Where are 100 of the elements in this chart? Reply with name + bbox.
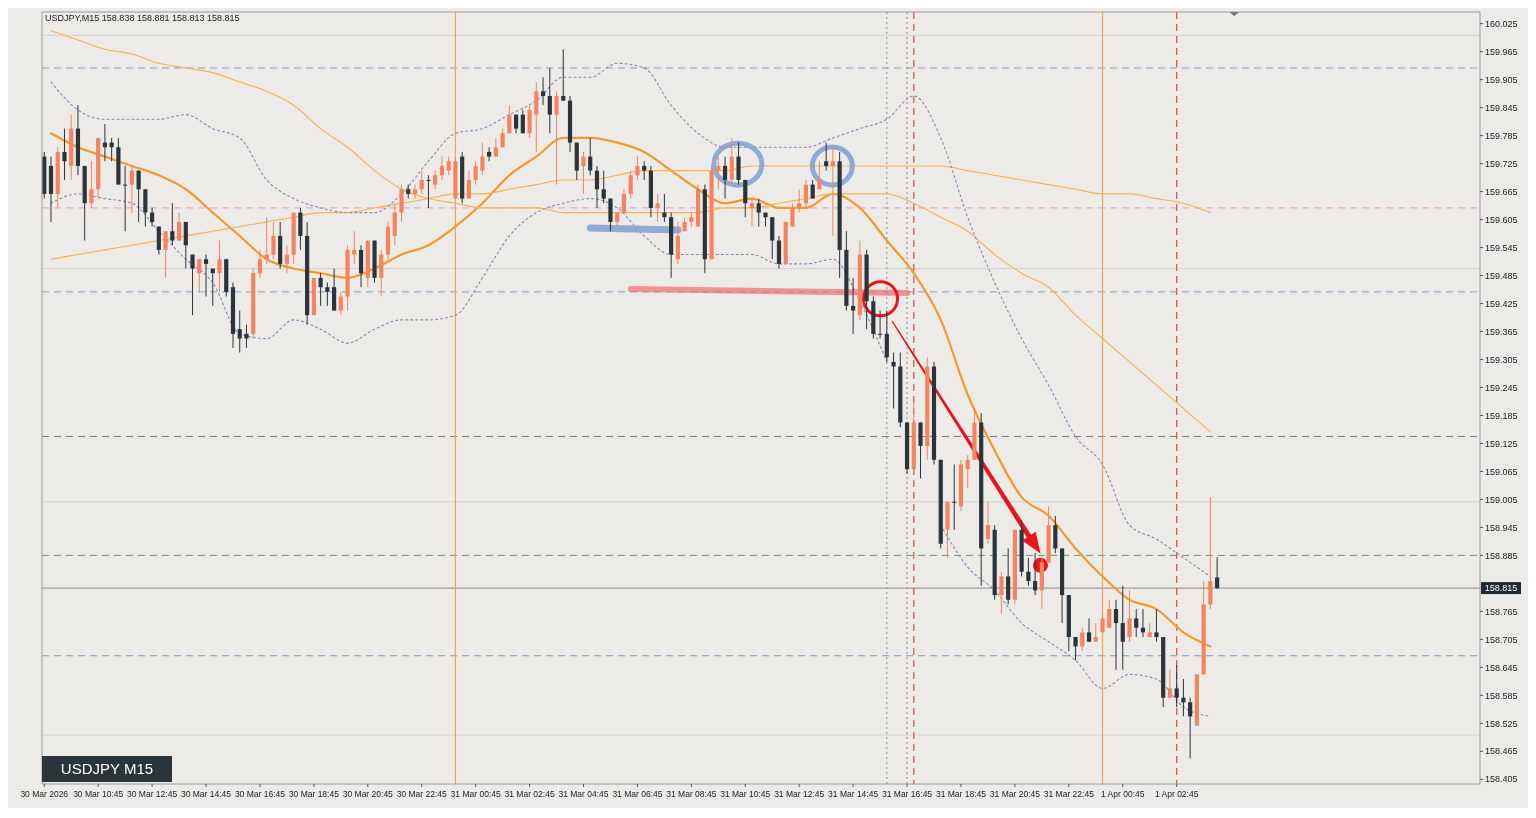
candlestick [493, 137, 498, 158]
candlestick [271, 221, 276, 260]
y-tick-label: 159.065 [1485, 466, 1518, 477]
x-tick-label: 31 Mar 02:45 [504, 789, 555, 799]
candlestick [1026, 557, 1031, 587]
candlestick [561, 48, 566, 102]
candlestick [554, 90, 559, 186]
y-tick-label: 159.365 [1485, 326, 1518, 337]
candlestick [183, 221, 188, 270]
candlestick [1215, 556, 1220, 590]
candlestick [352, 230, 357, 265]
candlestick [999, 571, 1004, 615]
candlestick [1127, 589, 1132, 643]
y-tick-label: 159.305 [1485, 354, 1518, 365]
candlestick [756, 198, 761, 228]
candlestick [1086, 617, 1092, 643]
y-tick-label: 158.885 [1485, 550, 1518, 561]
candlestick [588, 137, 593, 176]
x-tick-label: 1 Apr 02:45 [1154, 789, 1199, 799]
y-tick-label: 158.585 [1485, 690, 1518, 701]
y-tick-label: 158.645 [1485, 662, 1518, 673]
candlestick [729, 137, 734, 186]
candlestick [749, 198, 755, 228]
candlestick [608, 198, 613, 232]
x-tick-label: 31 Mar 18:45 [935, 789, 987, 799]
candlestick [722, 156, 728, 200]
y-tick-label: 158.765 [1485, 606, 1518, 617]
candlestick [325, 282, 330, 307]
x-tick-label: 31 Mar 00:45 [450, 789, 501, 799]
candlestick [790, 202, 795, 228]
line-series [50, 30, 1211, 433]
candlestick [1033, 552, 1038, 596]
candlestick [1167, 669, 1173, 699]
x-tick-label: 30 Mar 2026 [20, 789, 69, 799]
x-tick-label: 31 Mar 10:45 [720, 789, 771, 799]
candlestick [581, 151, 586, 195]
candlestick [770, 216, 775, 260]
x-tick-label: 31 Mar 22:45 [1043, 789, 1095, 799]
x-tick-label: 30 Mar 18:45 [288, 789, 340, 799]
candlestick [170, 202, 175, 246]
candlestick [136, 170, 141, 223]
y-tick-label: 159.725 [1485, 158, 1518, 169]
candlestick [1208, 496, 1213, 610]
candlestick [601, 170, 606, 204]
candlestick [1080, 627, 1085, 652]
candlestick [1053, 515, 1058, 554]
y-tick-label: 159.125 [1485, 438, 1518, 449]
candlestick [642, 160, 647, 181]
candlestick [399, 184, 404, 223]
chart-title: USDJPY,M15 158.838 158.881 158.813 158.815 [45, 13, 240, 23]
candlestick [635, 156, 640, 181]
y-tick-label: 159.845 [1485, 102, 1518, 113]
candlestick [952, 463, 957, 531]
candlestick [338, 291, 343, 316]
y-tick-label: 159.185 [1485, 410, 1518, 421]
candlestick [237, 310, 242, 354]
candlestick [1113, 599, 1119, 671]
candlestick [621, 188, 627, 214]
y-tick-label: 159.005 [1485, 494, 1518, 505]
x-tick-label: 31 Mar 20:45 [989, 789, 1041, 799]
x-tick-label: 31 Mar 16:45 [882, 789, 933, 799]
candlestick [1181, 678, 1186, 717]
candlestick [675, 221, 680, 265]
y-tick-label: 159.545 [1485, 242, 1518, 253]
candlestick [736, 142, 741, 186]
y-tick-label: 159.665 [1485, 186, 1518, 197]
candlestick [594, 165, 600, 209]
candlestick [851, 277, 856, 335]
candlestick [298, 207, 303, 251]
candlestick [527, 104, 532, 139]
x-tick-label: 30 Mar 22:45 [396, 789, 448, 799]
line-series [49, 132, 1212, 648]
y-tick-label: 160.025 [1485, 18, 1518, 29]
y-tick-label: 158.705 [1485, 634, 1518, 645]
y-tick-label: 159.785 [1485, 130, 1518, 141]
candlestick [163, 230, 168, 279]
candlestick [1120, 585, 1125, 671]
annotation: USDJPY M15 [60, 760, 154, 778]
candlestick [743, 179, 748, 218]
candlestick [628, 170, 633, 200]
candlestick [810, 179, 815, 200]
candlestick [446, 156, 451, 176]
candlestick [466, 170, 471, 200]
y-tick-label: 159.425 [1485, 298, 1518, 309]
y-tick-label: 159.245 [1485, 382, 1518, 393]
candlestick [392, 202, 397, 246]
candlestick [244, 324, 249, 349]
candlestick [655, 193, 660, 223]
candlestick [1174, 664, 1179, 708]
y-tick-label: 158.525 [1485, 718, 1518, 729]
candlestick [878, 310, 883, 340]
y-tick-label: 159.965 [1485, 46, 1518, 57]
candlestick [197, 258, 202, 293]
candlestick [156, 226, 161, 256]
candlestick [1093, 622, 1098, 643]
candlestick [379, 249, 384, 298]
candlestick [143, 188, 148, 228]
candlestick [257, 249, 263, 279]
y-tick-label: 158.405 [1485, 774, 1518, 785]
candlestick [534, 81, 539, 153]
